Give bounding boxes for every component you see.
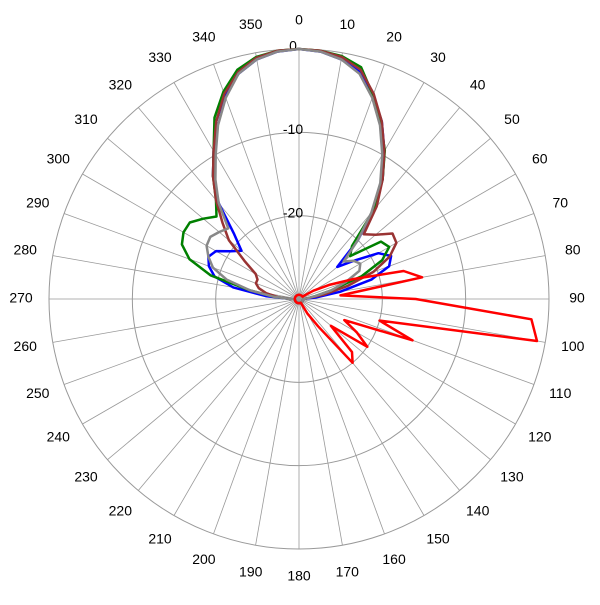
grid-spoke xyxy=(107,298,300,461)
angle-tick-label: 30 xyxy=(430,49,446,65)
grid-circle xyxy=(215,215,383,383)
angle-tick-label: 200 xyxy=(192,551,216,567)
grid-spoke xyxy=(298,52,343,300)
angle-tick-label: 40 xyxy=(470,77,486,93)
grid-spoke xyxy=(298,298,343,546)
angle-tick-label: 0 xyxy=(295,12,303,28)
radial-tick-label: -10 xyxy=(283,121,303,137)
angle-tick-label: 170 xyxy=(336,563,360,579)
angle-tick-label: 230 xyxy=(74,468,98,484)
radial-tick-label: 0 xyxy=(289,38,297,54)
grid-spoke xyxy=(298,298,385,535)
angle-tick-label: 320 xyxy=(109,77,133,93)
angle-tick-label: 220 xyxy=(109,503,133,519)
grid-spoke xyxy=(137,298,300,491)
grid-spoke xyxy=(298,298,535,385)
angle-tick-label: 210 xyxy=(148,530,172,546)
grid-spoke xyxy=(82,298,300,425)
grid-spoke xyxy=(213,63,300,300)
angle-tick-label: 290 xyxy=(26,195,50,211)
pattern-line xyxy=(293,269,539,365)
angle-tick-label: 300 xyxy=(47,151,71,167)
angle-tick-label: 240 xyxy=(47,429,71,445)
angle-tick-label: 140 xyxy=(466,503,490,519)
grid-spoke xyxy=(298,298,516,425)
grid-spoke xyxy=(213,298,300,535)
grid-spoke xyxy=(298,298,461,491)
angle-tick-label: 260 xyxy=(14,338,38,354)
angle-tick-label: 110 xyxy=(549,385,572,401)
grid-spoke xyxy=(52,298,300,343)
angle-tick-label: 150 xyxy=(426,530,450,546)
angle-tick-label: 10 xyxy=(339,16,355,32)
angle-tick-label: 130 xyxy=(500,468,524,484)
angle-tick-label: 50 xyxy=(504,111,520,127)
angle-tick-label: 20 xyxy=(386,28,402,44)
grid-spoke xyxy=(173,298,300,516)
angle-tick-label: 100 xyxy=(561,338,585,354)
grid-spoke xyxy=(298,63,385,300)
grid-spoke xyxy=(63,213,300,300)
angle-tick-label: 330 xyxy=(148,49,172,65)
angle-tick-label: 120 xyxy=(528,429,552,445)
angle-tick-label: 270 xyxy=(9,290,33,306)
angle-tick-label: 340 xyxy=(192,28,216,44)
angle-tick-label: 70 xyxy=(552,195,568,211)
grid-spoke xyxy=(82,173,300,300)
grid-spoke xyxy=(298,137,491,300)
grid-spoke xyxy=(298,298,546,343)
angle-tick-label: 180 xyxy=(287,568,311,584)
pattern-line xyxy=(207,47,393,305)
angle-tick-label: 160 xyxy=(382,551,406,567)
angle-tick-label: 190 xyxy=(239,563,263,579)
radial-tick-label: -20 xyxy=(283,204,303,220)
angle-tick-label: 350 xyxy=(239,16,263,32)
grid-spoke xyxy=(255,298,300,546)
angle-tick-label: 310 xyxy=(74,111,98,127)
grid-spoke xyxy=(298,82,425,300)
grid-spoke xyxy=(298,173,516,300)
grid-circle xyxy=(131,131,467,467)
grid-spoke xyxy=(255,52,300,300)
grid-spoke xyxy=(298,213,535,300)
grid-spoke xyxy=(63,298,300,385)
angle-tick-label: 280 xyxy=(14,241,38,257)
grid-spoke xyxy=(173,82,300,300)
grid-spoke xyxy=(298,107,461,300)
angle-tick-label: 80 xyxy=(565,241,581,257)
angle-tick-label: 90 xyxy=(569,290,585,306)
grid-spoke xyxy=(298,298,425,516)
angle-tick-label: 60 xyxy=(532,151,548,167)
pattern-line xyxy=(205,47,384,305)
angle-tick-label: 250 xyxy=(26,385,50,401)
